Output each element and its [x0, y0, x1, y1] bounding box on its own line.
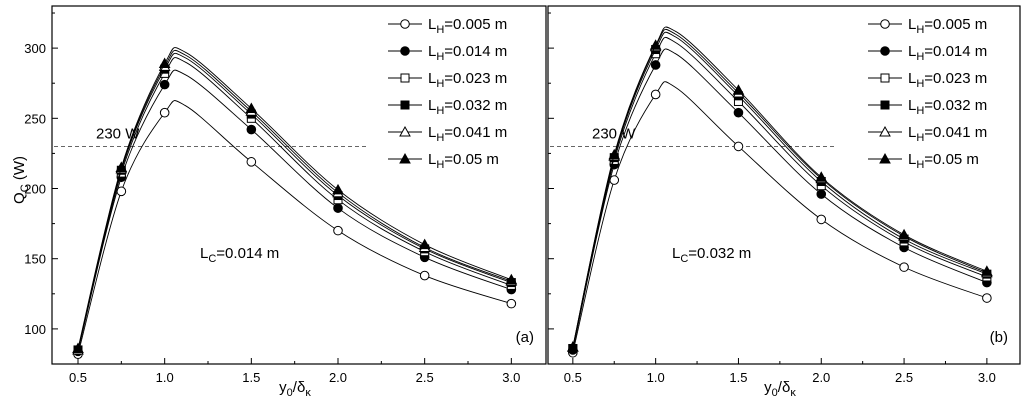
- x-tick-label: 2.0: [812, 370, 830, 385]
- x-tick-label: 1.0: [647, 370, 665, 385]
- y-tick-label: 150: [24, 252, 46, 267]
- panel-a: 0.5 1.0 1.5 2.0 2.5 3.0 100 150 200 250 300 230 W LH…: [24, 5, 547, 385]
- x-tick-label: 2.0: [329, 370, 347, 385]
- legend-marker-4: [399, 125, 411, 137]
- x-axis-title-b: y0/δκ: [764, 379, 796, 399]
- legend-marker-4: [879, 125, 891, 137]
- legend-marker-1: [400, 46, 410, 56]
- legend-label-4: LH=0.041 m: [428, 124, 507, 144]
- legend-label-3: LH=0.032 m: [428, 97, 507, 117]
- legend-marker-0: [400, 19, 410, 29]
- data-point-5-0: [72, 342, 84, 354]
- data-point-0-3: [246, 157, 257, 167]
- legend-label-2: LH=0.023 m: [908, 70, 987, 90]
- panel-b: 0.5 1.0 1.5 2.0 2.5 3.0 230 W LH=0.005 m LH=0.01…: [547, 5, 1021, 385]
- legend-marker-5: [879, 152, 891, 164]
- data-point-5-2: [649, 39, 662, 50]
- data-point-1-4: [333, 203, 343, 213]
- data-point-5-3: [732, 84, 745, 95]
- series-line-0: [572, 81, 988, 353]
- legend-label-2: LH=0.023 m: [428, 70, 507, 90]
- legend-marker-2: [880, 73, 890, 83]
- legend-marker-2: [400, 73, 410, 83]
- data-point-5-1: [608, 148, 621, 160]
- data-point-5-4: [332, 183, 344, 195]
- legend-marker-3: [400, 100, 410, 110]
- lc-annotation: LC=0.032 m: [672, 245, 751, 265]
- legend-marker-3: [880, 100, 890, 110]
- reference-line-label: 230 W: [96, 125, 140, 142]
- data-point-1-2: [159, 79, 170, 90]
- legend-marker-5: [399, 152, 411, 164]
- data-point-1-2: [650, 60, 661, 70]
- data-point-5-6: [981, 265, 993, 276]
- legend-label-5: LH=0.05 m: [428, 151, 499, 171]
- y-axis-title: QC (W): [11, 156, 31, 204]
- y-tick-label: 250: [24, 111, 46, 126]
- data-point-0-6: [506, 298, 517, 309]
- x-tick-label: 3.0: [502, 370, 520, 385]
- data-point-5-6: [505, 273, 518, 285]
- data-point-5-2: [158, 57, 171, 69]
- data-point-0-2: [159, 107, 170, 118]
- data-point-0-5: [899, 262, 909, 272]
- data-point-0-5: [419, 270, 430, 281]
- x-axis-title-a: y0/δκ: [279, 379, 311, 399]
- data-point-0-4: [816, 214, 827, 225]
- data-point-5-3: [245, 102, 258, 113]
- reference-line-label: 230 W: [592, 125, 636, 142]
- legend-marker-0: [880, 19, 890, 29]
- data-point-0-6: [982, 293, 992, 303]
- data-point-0-3: [733, 141, 744, 152]
- data-point-5-4: [815, 171, 828, 182]
- x-tick-label: 0.5: [69, 370, 87, 385]
- x-tick-label: 1.5: [729, 370, 747, 385]
- series-line-4: [77, 49, 512, 351]
- x-tick-label: 2.5: [895, 370, 913, 385]
- x-tick-label: 1.5: [242, 370, 260, 385]
- data-point-5-5: [898, 228, 910, 240]
- panel-label: (a): [516, 329, 534, 346]
- data-point-5-5: [418, 238, 431, 250]
- lc-annotation: LC=0.014 m: [200, 245, 279, 265]
- y-tick-label: 300: [24, 41, 46, 56]
- data-point-5-0: [566, 341, 579, 352]
- data-point-0-4: [333, 225, 343, 236]
- plot-frame: [547, 5, 1021, 365]
- y-tick-label: 200: [24, 182, 46, 197]
- data-point-0-2: [650, 89, 661, 100]
- x-tick-label: 2.5: [416, 370, 434, 385]
- data-point-1-4: [816, 189, 827, 199]
- x-tick-label: 1.0: [156, 370, 174, 385]
- legend-label-0: LH=0.005 m: [428, 16, 507, 36]
- series-line-5: [572, 26, 988, 348]
- x-tick-label: 0.5: [564, 370, 582, 385]
- legend-label-1: LH=0.014 m: [908, 43, 987, 63]
- legend-label-4: LH=0.041 m: [908, 124, 987, 144]
- legend-label-0: LH=0.005 m: [908, 16, 987, 36]
- data-point-1-3: [246, 124, 257, 135]
- x-tick-label: 3.0: [978, 370, 996, 385]
- plot-frame: [51, 5, 547, 365]
- legend-marker-1: [880, 46, 890, 56]
- legend-label-5: LH=0.05 m: [908, 151, 979, 171]
- data-point-5-1: [115, 161, 128, 172]
- panel-label: (b): [990, 329, 1008, 346]
- legend-label-1: LH=0.014 m: [428, 43, 507, 63]
- y-tick-label: 100: [24, 322, 46, 337]
- legend-label-3: LH=0.032 m: [908, 97, 987, 117]
- data-point-1-3: [733, 107, 744, 118]
